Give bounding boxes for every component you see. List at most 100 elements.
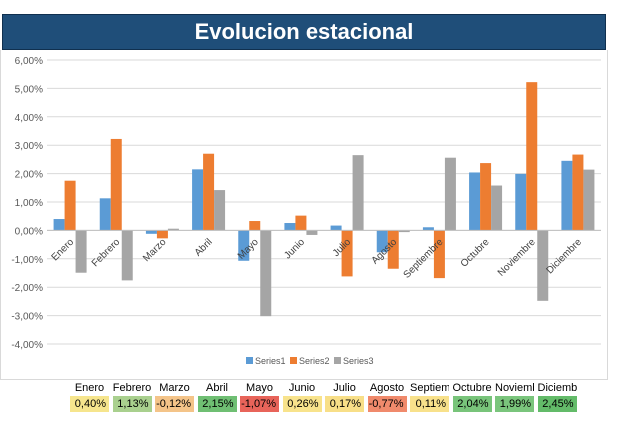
summary-month: Octubre	[452, 382, 492, 394]
summary-value: 1,99%	[495, 396, 534, 412]
summary-column: Marzo -0,12%	[155, 382, 194, 412]
summary-month: Febrero	[112, 382, 152, 394]
summary-month: Noviembre	[495, 382, 534, 394]
bar-series2-mayo	[249, 221, 261, 231]
bar-series1-diciembre	[561, 160, 573, 231]
bar-series1-abril	[192, 169, 204, 231]
legend-label: Series1	[255, 356, 286, 366]
summary-column: Febrero 1,13%	[112, 382, 152, 412]
legend-swatch-series3	[334, 357, 341, 364]
bar-series1-febrero	[99, 198, 111, 231]
bar-series1-octubre	[469, 172, 481, 231]
x-tick-label: Junio	[282, 236, 307, 261]
bar-series3-noviembre	[537, 230, 549, 301]
summary-column: Mayo -1,07%	[240, 382, 279, 412]
summary-value: -0,77%	[367, 396, 407, 412]
summary-month: Septiembre	[410, 382, 449, 394]
bar-series2-abril	[203, 153, 215, 231]
summary-column: Abril 2,15%	[197, 382, 237, 412]
bar-series1-julio	[330, 225, 342, 231]
bar-series1-agosto	[376, 230, 388, 253]
summary-value: 2,45%	[537, 396, 577, 412]
bar-series3-marzo	[167, 228, 179, 231]
summary-month: Agosto	[369, 382, 405, 394]
chart-area: -4,00% -3,00% -2,00% -1,00% 0,00% 1,00% 2,00% 3…	[0, 50, 608, 380]
bar-series3-enero	[75, 230, 87, 273]
x-tick-label: Marzo	[141, 236, 169, 264]
bar-series1-marzo	[145, 230, 157, 234]
summary-value: 2,15%	[197, 396, 237, 412]
bar-series1-junio	[284, 223, 296, 231]
x-tick-label: Abril	[193, 237, 215, 259]
summary-month: Mayo	[246, 382, 273, 394]
y-tick-label: 4,00%	[15, 113, 43, 124]
summary-value: 1,13%	[112, 396, 152, 412]
legend-swatch-series1	[246, 357, 253, 364]
bar-series1-septiembre	[422, 227, 434, 231]
summary-month: Abril	[205, 382, 228, 394]
bar-series3-febrero	[121, 230, 133, 281]
summary-column: Agosto -0,77%	[367, 382, 407, 412]
summary-column: Septiembre 0,11%	[410, 382, 449, 412]
y-tick-label: 3,00%	[15, 141, 43, 152]
bar-series3-julio	[352, 155, 364, 231]
summary-column: Diciembre 2,45%	[537, 382, 577, 412]
y-tick-label: -2,00%	[11, 283, 43, 294]
legend-swatch-series2	[290, 357, 297, 364]
bar-series3-agosto	[398, 230, 410, 233]
y-tick-label: 6,00%	[15, 56, 43, 67]
summary-month: Junio	[288, 382, 316, 394]
bar-series3-octubre	[491, 185, 503, 231]
bar-series2-agosto	[387, 230, 399, 269]
y-tick-label: 0,00%	[15, 226, 43, 237]
summary-month: Enero	[74, 382, 105, 394]
bar-series3-diciembre	[583, 169, 595, 231]
summary-table: Enero 0,40% Febrero 1,13% Marzo -0,12% Abril 2,…	[70, 382, 580, 412]
y-tick-label: 5,00%	[15, 84, 43, 95]
bar-series3-septiembre	[444, 157, 456, 231]
x-tick-label: Diciembre	[544, 236, 584, 276]
bar-series2-septiembre	[433, 230, 445, 279]
bar-series3-abril	[214, 190, 226, 231]
x-tick-label: Enero	[50, 236, 77, 263]
bar-series3-mayo	[260, 230, 272, 317]
summary-value: 0,26%	[282, 396, 322, 412]
bar-series2-octubre	[480, 163, 492, 231]
summary-month: Marzo	[159, 382, 190, 394]
bar-chart: -4,00% -3,00% -2,00% -1,00% 0,00% 1,00% 2,00% 3…	[11, 56, 601, 366]
bar-series1-mayo	[238, 230, 250, 261]
bar-series1-noviembre	[515, 173, 527, 231]
y-tick-label: -4,00%	[11, 340, 43, 351]
summary-month: Julio	[333, 382, 356, 394]
summary-column: Junio 0,26%	[282, 382, 322, 412]
summary-value: -1,07%	[240, 396, 279, 412]
bar-series1-enero	[53, 219, 65, 231]
legend-label: Series2	[299, 356, 330, 366]
y-tick-label: -1,00%	[11, 255, 43, 266]
summary-value: 0,17%	[325, 396, 364, 412]
y-tick-label: 2,00%	[15, 170, 43, 181]
bar-series2-febrero	[110, 138, 122, 231]
summary-value: 2,04%	[452, 396, 492, 412]
summary-value: 0,40%	[70, 396, 109, 412]
x-tick-label: Noviembre	[496, 236, 538, 278]
summary-column: Julio 0,17%	[325, 382, 364, 412]
y-tick-label: 1,00%	[15, 198, 43, 209]
bar-series3-junio	[306, 230, 318, 235]
legend-label: Series3	[343, 356, 374, 366]
summary-month: Diciembre	[537, 382, 577, 394]
bar-series2-marzo	[156, 230, 168, 239]
summary-column: Enero 0,40%	[70, 382, 109, 412]
bar-series2-junio	[295, 215, 307, 231]
y-tick-label: -3,00%	[11, 312, 43, 323]
chart-title: Evolucion estacional	[194, 19, 414, 44]
bar-series2-enero	[64, 180, 76, 231]
title-banner: Evolucion estacional	[2, 14, 606, 50]
x-tick-label: Octubre	[459, 236, 492, 269]
bar-series2-diciembre	[572, 154, 584, 231]
bar-series2-noviembre	[526, 82, 538, 231]
summary-column: Octubre 2,04%	[452, 382, 492, 412]
summary-column: Noviembre 1,99%	[495, 382, 534, 412]
summary-value: -0,12%	[155, 396, 194, 412]
